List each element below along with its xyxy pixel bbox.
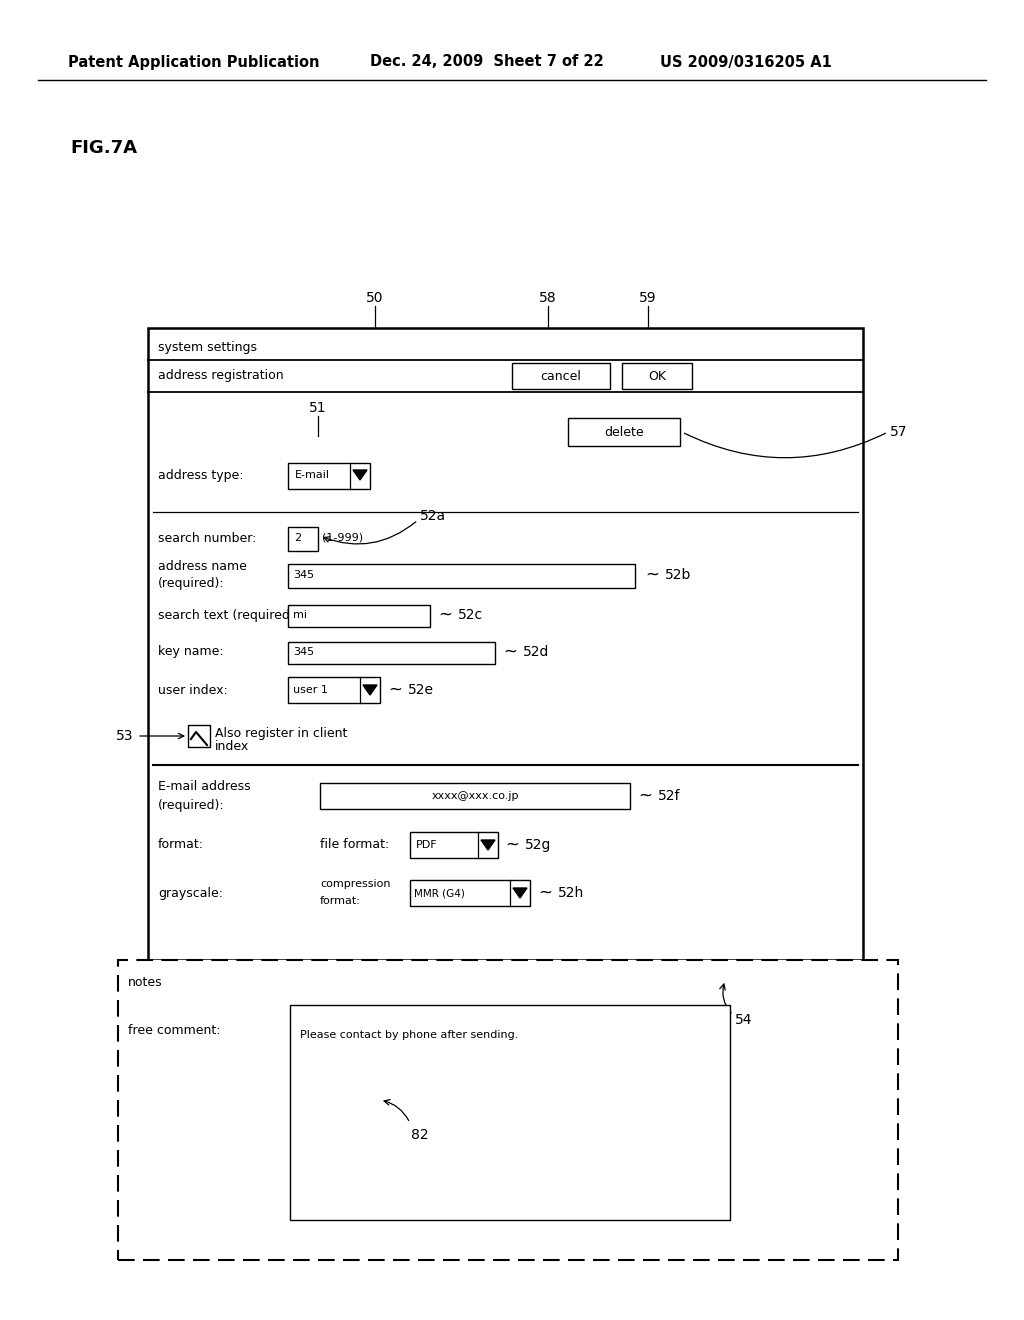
Text: free comment:: free comment: — [128, 1023, 220, 1036]
Text: FIG.7A: FIG.7A — [70, 139, 137, 157]
Text: format:: format: — [158, 838, 204, 851]
Text: (required):: (required): — [158, 799, 224, 812]
Text: address name: address name — [158, 561, 247, 573]
Text: file format:: file format: — [319, 838, 389, 851]
Text: 50: 50 — [367, 290, 384, 305]
Bar — [148, 327, 863, 960]
Text: PDF: PDF — [416, 840, 437, 850]
Bar — [290, 1005, 730, 1220]
Bar — [288, 527, 318, 550]
Text: 345: 345 — [293, 647, 314, 657]
Text: index: index — [215, 741, 249, 754]
Text: key name:: key name: — [158, 645, 223, 659]
Text: Also register in client: Also register in client — [215, 726, 347, 739]
Text: US 2009/0316205 A1: US 2009/0316205 A1 — [660, 54, 831, 70]
Bar — [622, 363, 692, 389]
Text: xxxx@xxx.co.jp: xxxx@xxx.co.jp — [431, 791, 519, 801]
Text: 51: 51 — [309, 401, 327, 414]
Text: 52d: 52d — [523, 645, 549, 659]
Text: grayscale:: grayscale: — [158, 887, 223, 899]
Text: 53: 53 — [116, 729, 133, 743]
Text: 57: 57 — [890, 425, 907, 440]
Bar — [288, 463, 370, 488]
Text: mi: mi — [293, 610, 307, 620]
Text: MMR (G4): MMR (G4) — [414, 888, 465, 898]
Text: delete: delete — [604, 425, 644, 438]
Polygon shape — [481, 840, 495, 850]
Bar — [188, 725, 210, 747]
Text: 82: 82 — [412, 1129, 429, 1142]
Bar — [288, 605, 430, 627]
Text: 345: 345 — [293, 570, 314, 579]
Text: E-mail address: E-mail address — [158, 780, 251, 793]
Text: 58: 58 — [540, 290, 557, 305]
Bar — [410, 880, 530, 906]
Text: 52a: 52a — [420, 510, 446, 523]
Text: address type:: address type: — [158, 469, 244, 482]
Text: ~: ~ — [503, 643, 517, 661]
Text: 54: 54 — [735, 1012, 753, 1027]
Text: search number:: search number: — [158, 532, 256, 544]
Text: 52f: 52f — [658, 789, 681, 803]
Text: Dec. 24, 2009  Sheet 7 of 22: Dec. 24, 2009 Sheet 7 of 22 — [370, 54, 604, 70]
Text: format:: format: — [319, 896, 360, 906]
Text: user 1: user 1 — [293, 685, 328, 696]
Text: 59: 59 — [639, 290, 656, 305]
Text: 52e: 52e — [408, 682, 434, 697]
Text: ~: ~ — [438, 606, 452, 624]
Text: ~: ~ — [638, 787, 652, 805]
Text: 52c: 52c — [458, 609, 483, 622]
Text: 52h: 52h — [558, 886, 585, 900]
Text: notes: notes — [128, 975, 163, 989]
Text: 52b: 52b — [665, 568, 691, 582]
Bar — [288, 564, 635, 587]
Bar — [288, 677, 380, 704]
Text: ~: ~ — [388, 681, 402, 700]
Text: address registration: address registration — [158, 370, 284, 383]
Text: cancel: cancel — [541, 370, 582, 383]
Text: ~: ~ — [538, 884, 552, 902]
Text: (1-999): (1-999) — [322, 533, 364, 543]
Bar — [319, 783, 630, 809]
Text: Please contact by phone after sending.: Please contact by phone after sending. — [300, 1030, 518, 1040]
Text: 2: 2 — [294, 533, 301, 543]
Bar — [118, 960, 898, 1261]
Text: OK: OK — [648, 370, 666, 383]
Text: 52g: 52g — [525, 838, 551, 851]
Text: ~: ~ — [505, 836, 519, 854]
Bar — [410, 832, 498, 858]
Text: compression: compression — [319, 879, 390, 888]
Text: E-mail: E-mail — [295, 470, 330, 480]
Text: system settings: system settings — [158, 342, 257, 355]
Text: Patent Application Publication: Patent Application Publication — [68, 54, 319, 70]
Text: (required):: (required): — [158, 577, 224, 590]
Bar — [288, 642, 495, 664]
Bar — [568, 418, 680, 446]
Polygon shape — [353, 470, 367, 480]
Polygon shape — [513, 888, 527, 898]
Text: user index:: user index: — [158, 684, 227, 697]
Polygon shape — [362, 685, 377, 696]
Text: search text (required):: search text (required): — [158, 609, 299, 622]
Bar — [512, 363, 610, 389]
Text: ~: ~ — [645, 566, 659, 583]
